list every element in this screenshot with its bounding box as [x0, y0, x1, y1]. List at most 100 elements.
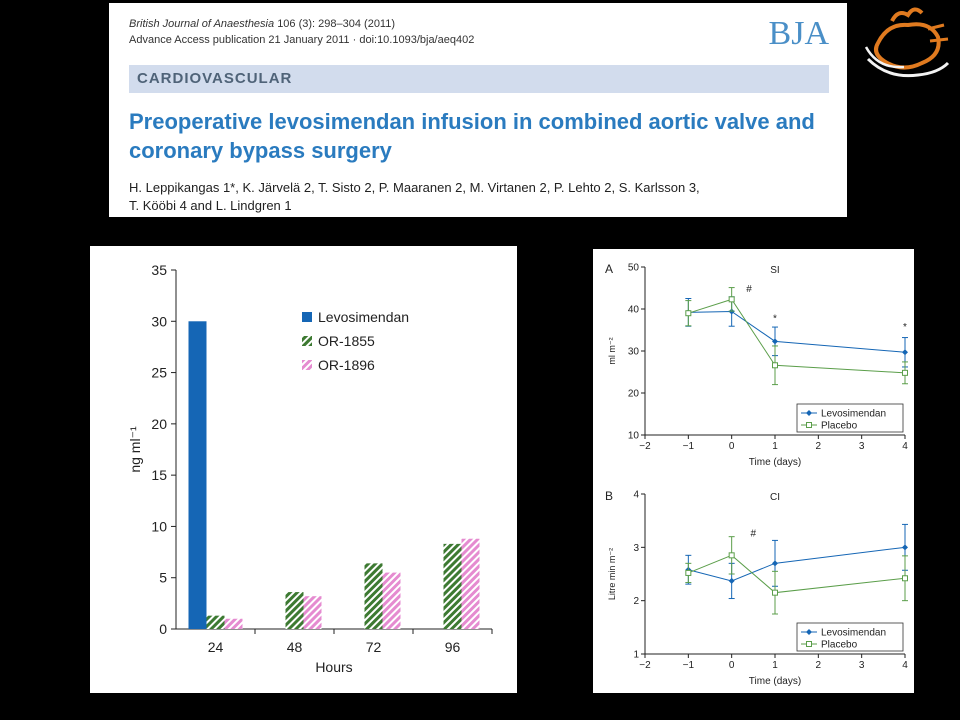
significance-marker: # — [751, 529, 757, 540]
bar-or-1855-24 — [206, 615, 225, 629]
y-tick-label: 30 — [628, 347, 640, 358]
bar-chart-panel: 0 5 10 15 20 25 30 35 24 48 72 96 Hours ng ml⁻¹ Levos… — [90, 246, 517, 693]
citation-block: British Journal of Anaesthesia 106 (3): … — [129, 16, 474, 48]
y-tick-label: 40 — [628, 305, 640, 316]
y-tick-label: 2 — [633, 596, 639, 607]
bar-levosimendan-24 — [188, 321, 207, 629]
x-tick-label: 4 — [902, 441, 908, 452]
legend-marker — [806, 410, 812, 416]
y-axis-title: ml m⁻² — [607, 337, 617, 364]
y-tick-label: 0 — [159, 621, 167, 637]
significance-marker: * — [903, 322, 907, 333]
bar-or-1896-24 — [224, 618, 243, 629]
series-line-placebo — [688, 298, 906, 374]
y-tick-label: 50 — [628, 263, 640, 274]
y-tick-label: 10 — [151, 518, 167, 534]
x-axis-title: Time (days) — [749, 676, 801, 687]
point-levosimendan — [728, 577, 735, 584]
point-placebo — [685, 310, 692, 317]
legend-label: Levosimendan — [318, 309, 409, 325]
legend-marker — [806, 422, 812, 428]
y-tick-label: 20 — [151, 416, 167, 432]
point-placebo — [902, 575, 908, 582]
x-tick-label: 0 — [729, 441, 735, 452]
bar-or-1896-48 — [303, 596, 322, 629]
hemodynamic-chart-panel: A SI 10 20 30 40 50 −2 −1 0 1 2 3 4 Time (days) ml m⁻² #… — [593, 249, 914, 693]
series-line-levosimendan — [688, 311, 906, 353]
legend-label: Levosimendan — [821, 409, 886, 420]
y-tick-label: 25 — [151, 365, 167, 381]
significance-marker: # — [746, 284, 752, 295]
x-tick-label: 1 — [772, 660, 778, 671]
x-tick-label: 2 — [816, 660, 822, 671]
legend-box — [796, 403, 904, 433]
journal-name: British Journal of Anaesthesia — [129, 18, 275, 30]
point-placebo — [772, 589, 778, 596]
y-tick-label: 35 — [151, 262, 167, 278]
x-tick-label: −1 — [683, 660, 695, 671]
x-axis-title: Hours — [315, 659, 352, 675]
panel-title: SI — [770, 265, 779, 276]
legend-marker — [806, 641, 812, 647]
x-tick-label: 24 — [208, 639, 224, 655]
y-tick-label: 15 — [151, 467, 167, 483]
bja-logo: BJA — [768, 15, 829, 52]
legend-label: Placebo — [821, 421, 858, 432]
x-tick-label: 1 — [772, 441, 778, 452]
section-band: CARDIOVASCULAR — [129, 65, 829, 93]
point-placebo — [728, 296, 735, 303]
point-placebo — [685, 569, 692, 576]
x-tick-label: 72 — [366, 639, 382, 655]
y-axis-title: ng ml⁻¹ — [127, 426, 143, 473]
point-levosimendan — [902, 544, 908, 551]
authors-line-1: H. Leppikangas 1*, K. Järvelä 2, T. Sist… — [129, 180, 700, 195]
x-tick-label: 3 — [859, 660, 865, 671]
bar-or-1896-96 — [461, 538, 480, 629]
bar-or-1855-96 — [443, 543, 462, 629]
y-axis-title: Litre min m⁻² — [607, 548, 617, 600]
legend-swatch-levosimendan — [302, 312, 312, 322]
volume-info: 106 (3): 298–304 (2011) — [277, 18, 396, 30]
bar-or-1896-72 — [382, 572, 401, 629]
author-list: H. Leppikangas 1*, K. Järvelä 2, T. Sist… — [129, 179, 829, 215]
x-tick-label: −2 — [639, 441, 651, 452]
legend-box — [796, 622, 904, 652]
x-tick-label: 3 — [859, 441, 865, 452]
y-tick-label: 10 — [628, 431, 640, 442]
legend-swatch-or-1855 — [302, 336, 312, 346]
y-tick-label: 30 — [151, 313, 167, 329]
y-tick-label: 4 — [633, 490, 639, 501]
point-levosimendan — [772, 338, 778, 345]
x-tick-label: 2 — [816, 441, 822, 452]
y-tick-label: 20 — [628, 389, 640, 400]
y-tick-label: 3 — [633, 543, 639, 554]
x-tick-label: −2 — [639, 660, 651, 671]
article-header: British Journal of Anaesthesia 106 (3): … — [109, 3, 847, 217]
panel-label: A — [605, 262, 613, 276]
advance-access-line: Advance Access publication 21 January 20… — [129, 34, 475, 46]
paper-title: Preoperative levosimendan infusion in co… — [129, 109, 815, 163]
y-tick-label: 1 — [633, 650, 639, 661]
concentration-bar-chart: 0 5 10 15 20 25 30 35 24 48 72 96 Hours ng ml⁻¹ Levos… — [127, 262, 493, 675]
series-line-levosimendan — [688, 546, 906, 582]
x-tick-label: −1 — [683, 441, 695, 452]
x-axis-title: Time (days) — [749, 457, 801, 468]
point-placebo — [772, 362, 778, 369]
legend-marker — [806, 629, 812, 635]
x-tick-label: 48 — [287, 639, 303, 655]
legend-label: OR-1896 — [318, 357, 375, 373]
point-placebo — [728, 552, 735, 559]
legend-label: Levosimendan — [821, 628, 886, 639]
significance-marker: * — [773, 314, 777, 325]
point-placebo — [902, 369, 908, 376]
x-tick-label: 0 — [729, 660, 735, 671]
point-levosimendan — [902, 349, 908, 356]
bar-or-1855-48 — [285, 592, 304, 629]
panel-title: CI — [770, 492, 780, 503]
x-tick-label: 96 — [445, 639, 461, 655]
point-levosimendan — [772, 560, 778, 567]
panel-label: B — [605, 489, 613, 503]
x-tick-label: 4 — [902, 660, 908, 671]
legend-label: Placebo — [821, 640, 858, 651]
heart-emblem-icon — [864, 7, 950, 78]
